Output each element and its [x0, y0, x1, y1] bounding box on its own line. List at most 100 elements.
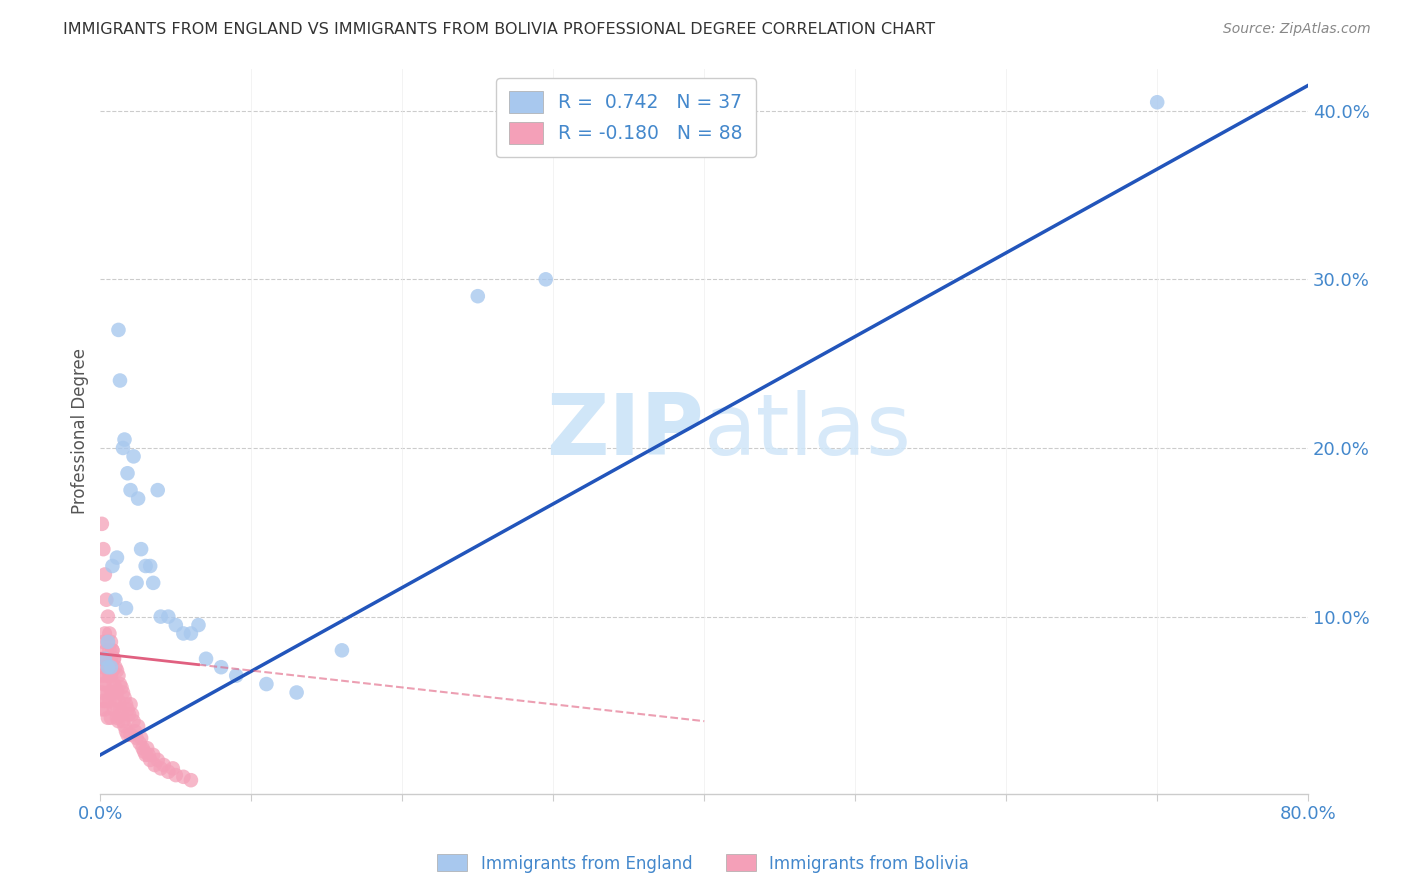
- Point: [125, 575, 148, 590]
- Point: [135, 747, 157, 762]
- Point: [134, 745, 156, 759]
- Point: [105, 664, 128, 678]
- Point: [105, 550, 128, 565]
- Point: [96, 668, 118, 682]
- Point: [114, 433, 136, 447]
- Point: [157, 609, 180, 624]
- Point: [111, 714, 134, 728]
- Point: [118, 707, 141, 722]
- Point: [195, 652, 218, 666]
- Point: [94, 702, 117, 716]
- Point: [97, 635, 120, 649]
- Point: [110, 681, 132, 695]
- Point: [209, 660, 232, 674]
- Point: [90, 668, 112, 682]
- Point: [97, 609, 120, 624]
- Point: [108, 374, 131, 388]
- Point: [94, 652, 117, 666]
- Point: [149, 609, 172, 624]
- Point: [96, 592, 118, 607]
- Point: [105, 711, 128, 725]
- Text: atlas: atlas: [704, 390, 912, 473]
- Point: [114, 719, 136, 733]
- Point: [93, 677, 115, 691]
- Text: ZIP: ZIP: [547, 390, 704, 473]
- Point: [129, 542, 152, 557]
- Point: [101, 559, 124, 574]
- Point: [127, 491, 149, 506]
- Point: [107, 668, 129, 682]
- Point: [97, 685, 120, 699]
- Point: [96, 643, 118, 657]
- Point: [124, 724, 146, 739]
- Point: [115, 601, 138, 615]
- Point: [96, 694, 118, 708]
- Point: [110, 707, 132, 722]
- Point: [100, 635, 122, 649]
- Point: [111, 441, 134, 455]
- Point: [101, 664, 124, 678]
- Point: [117, 467, 139, 481]
- Point: [143, 758, 166, 772]
- Point: [94, 626, 117, 640]
- Point: [103, 652, 125, 666]
- Point: [90, 685, 112, 699]
- Point: [162, 761, 184, 775]
- Point: [104, 660, 127, 674]
- Point: [330, 643, 353, 657]
- Point: [254, 677, 277, 691]
- Point: [101, 643, 124, 657]
- Point: [146, 483, 169, 497]
- Point: [121, 707, 143, 722]
- Point: [120, 728, 142, 742]
- Point: [139, 753, 162, 767]
- Point: [101, 643, 124, 657]
- Point: [467, 289, 489, 303]
- Point: [172, 626, 194, 640]
- Point: [93, 635, 115, 649]
- Point: [139, 559, 162, 574]
- Point: [142, 575, 165, 590]
- Point: [187, 618, 209, 632]
- Point: [180, 773, 202, 788]
- Legend: R =  0.742   N = 37, R = -0.180   N = 88: R = 0.742 N = 37, R = -0.180 N = 88: [496, 78, 756, 157]
- Point: [225, 668, 247, 682]
- Point: [105, 685, 128, 699]
- Point: [98, 643, 121, 657]
- Point: [108, 677, 131, 691]
- Point: [165, 768, 187, 782]
- Point: [117, 728, 139, 742]
- Point: [131, 741, 153, 756]
- Point: [180, 626, 202, 640]
- Point: [107, 323, 129, 337]
- Point: [103, 677, 125, 691]
- Point: [142, 747, 165, 762]
- Point: [93, 542, 115, 557]
- Point: [100, 711, 122, 725]
- Text: IMMIGRANTS FROM ENGLAND VS IMMIGRANTS FROM BOLIVIA PROFESSIONAL DEGREE CORRELATI: IMMIGRANTS FROM ENGLAND VS IMMIGRANTS FR…: [63, 22, 935, 37]
- Point: [149, 761, 172, 775]
- Point: [157, 764, 180, 779]
- Point: [98, 694, 121, 708]
- Point: [100, 685, 122, 699]
- Point: [97, 660, 120, 674]
- Point: [122, 714, 145, 728]
- Point: [125, 731, 148, 745]
- Point: [104, 592, 127, 607]
- Point: [97, 635, 120, 649]
- Point: [172, 770, 194, 784]
- Point: [104, 681, 127, 695]
- Point: [285, 685, 308, 699]
- Point: [93, 694, 115, 708]
- Point: [94, 677, 117, 691]
- Point: [100, 668, 122, 682]
- Point: [114, 690, 136, 705]
- Point: [111, 685, 134, 699]
- Point: [146, 753, 169, 767]
- Point: [103, 702, 125, 716]
- Point: [98, 668, 121, 682]
- Point: [94, 652, 117, 666]
- Point: [115, 698, 138, 712]
- Point: [152, 758, 174, 772]
- Point: [93, 660, 115, 674]
